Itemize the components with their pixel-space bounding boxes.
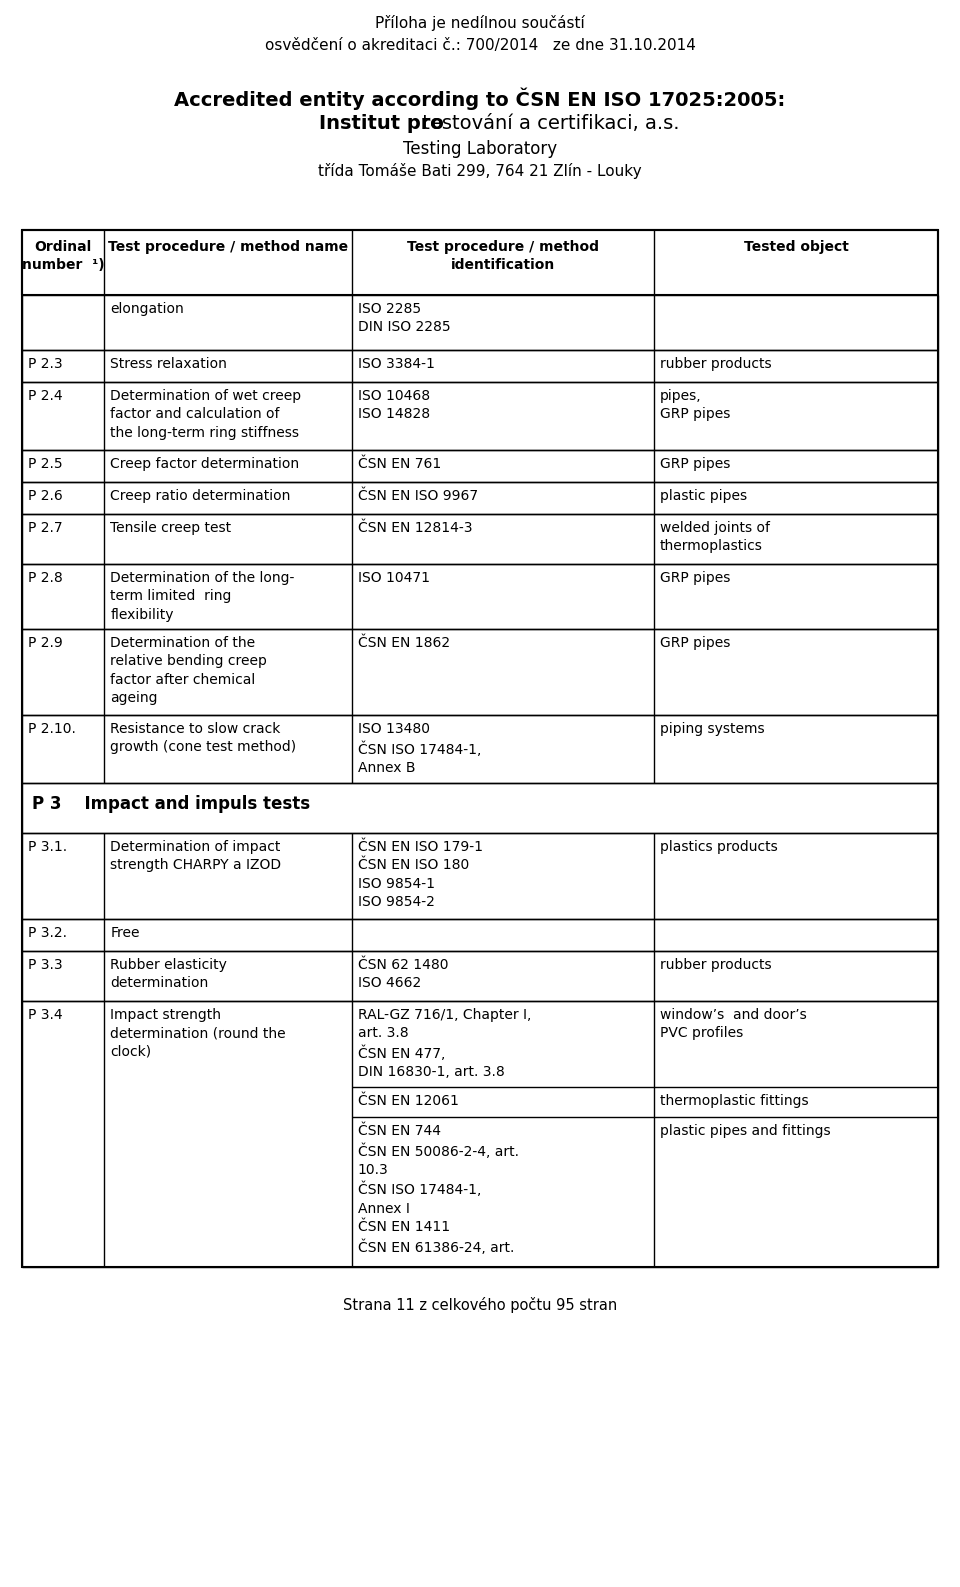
Text: ISO 3384-1: ISO 3384-1	[358, 357, 435, 371]
Text: ČSN EN ISO 179-1
ČSN EN ISO 180
ISO 9854-1
ISO 9854-2: ČSN EN ISO 179-1 ČSN EN ISO 180 ISO 9854…	[358, 840, 483, 909]
Text: window’s  and door’s
PVC profiles: window’s and door’s PVC profiles	[660, 1008, 806, 1041]
Text: Creep ratio determination: Creep ratio determination	[110, 489, 291, 503]
Text: Impact strength
determination (round the
clock): Impact strength determination (round the…	[110, 1008, 286, 1059]
Bar	[22, 230, 938, 1266]
Text: ČSN EN 12061: ČSN EN 12061	[358, 1093, 459, 1108]
Text: Rubber elasticity
determination: Rubber elasticity determination	[110, 959, 228, 990]
Text: Resistance to slow crack
growth (cone test method): Resistance to slow crack growth (cone te…	[110, 722, 297, 754]
Text: Test procedure / method
identification: Test procedure / method identification	[407, 240, 599, 273]
Text: rubber products: rubber products	[660, 959, 772, 971]
Text: plastics products: plastics products	[660, 840, 778, 854]
Text: Stress relaxation: Stress relaxation	[110, 357, 228, 371]
Text: GRP pipes: GRP pipes	[660, 571, 731, 586]
Text: ČSN EN 744
ČSN EN 50086-2-4, art.
10.3
ČSN ISO 17484-1,
Annex I
ČSN EN 1411
ČSN : ČSN EN 744 ČSN EN 50086-2-4, art. 10.3 Č…	[358, 1124, 518, 1255]
Text: plastic pipes: plastic pipes	[660, 489, 747, 503]
Text: P 2.10.: P 2.10.	[28, 722, 76, 736]
Text: elongation: elongation	[110, 302, 184, 316]
Text: P 2.6: P 2.6	[28, 489, 62, 503]
Text: P 3.2.: P 3.2.	[28, 925, 67, 940]
Text: P 3.3: P 3.3	[28, 959, 62, 971]
Text: ČSN EN 12814-3: ČSN EN 12814-3	[358, 521, 472, 535]
Text: P 2.3: P 2.3	[28, 357, 62, 371]
Text: rubber products: rubber products	[660, 357, 772, 371]
Text: třída Tomáše Bati 299, 764 21 Zlín - Louky: třída Tomáše Bati 299, 764 21 Zlín - Lou…	[318, 163, 642, 179]
Text: ČSN EN 761: ČSN EN 761	[358, 457, 441, 471]
Text: ISO 10468
ISO 14828: ISO 10468 ISO 14828	[358, 389, 430, 422]
Text: GRP pipes: GRP pipes	[660, 457, 731, 471]
Text: Free: Free	[110, 925, 140, 940]
Text: Determination of the
relative bending creep
factor after chemical
ageing: Determination of the relative bending cr…	[110, 636, 267, 705]
Text: P 2.7: P 2.7	[28, 521, 62, 535]
Text: Determination of wet creep
factor and calculation of
the long-term ring stiffnes: Determination of wet creep factor and ca…	[110, 389, 301, 440]
Text: Test procedure / method name: Test procedure / method name	[108, 240, 348, 254]
Text: ČSN EN ISO 9967: ČSN EN ISO 9967	[358, 489, 478, 503]
Text: Příloha je nedílnou součástí: Příloha je nedílnou součástí	[375, 14, 585, 32]
Text: Creep factor determination: Creep factor determination	[110, 457, 300, 471]
Text: pipes,
GRP pipes: pipes, GRP pipes	[660, 389, 731, 422]
Text: Testing Laboratory: Testing Laboratory	[403, 140, 557, 159]
Text: ISO 13480
ČSN ISO 17484-1,
Annex B: ISO 13480 ČSN ISO 17484-1, Annex B	[358, 722, 481, 774]
Text: ISO 2285
DIN ISO 2285: ISO 2285 DIN ISO 2285	[358, 302, 450, 335]
Text: piping systems: piping systems	[660, 722, 765, 736]
Text: Determination of impact
strength CHARPY a IZOD: Determination of impact strength CHARPY …	[110, 840, 281, 873]
Text: P 3    Impact and impuls tests: P 3 Impact and impuls tests	[32, 795, 310, 813]
Text: P 2.4: P 2.4	[28, 389, 62, 403]
Text: Tensile creep test: Tensile creep test	[110, 521, 231, 535]
Text: welded joints of
thermoplastics: welded joints of thermoplastics	[660, 521, 770, 554]
Text: ČSN EN 1862: ČSN EN 1862	[358, 636, 450, 651]
Text: ISO 10471: ISO 10471	[358, 571, 430, 586]
Text: P 3.1.: P 3.1.	[28, 840, 67, 854]
Text: ČSN 62 1480
ISO 4662: ČSN 62 1480 ISO 4662	[358, 959, 448, 990]
Text: Determination of the long-
term limited  ring
flexibility: Determination of the long- term limited …	[110, 571, 295, 622]
Text: Accredited entity according to ČSN EN ISO 17025:2005:: Accredited entity according to ČSN EN IS…	[175, 87, 785, 111]
Text: testování a certifikaci, a.s.: testování a certifikaci, a.s.	[416, 114, 680, 133]
Text: RAL-GZ 716/1, Chapter I,
art. 3.8
ČSN EN 477,
DIN 16830-1, art. 3.8: RAL-GZ 716/1, Chapter I, art. 3.8 ČSN EN…	[358, 1008, 531, 1079]
Text: P 2.9: P 2.9	[28, 636, 62, 651]
Text: Ordinal
number  ¹): Ordinal number ¹)	[22, 240, 105, 273]
Text: osvědčení o akreditaci č.: 700/2014   ze dne 31.10.2014: osvědčení o akreditaci č.: 700/2014 ze d…	[265, 38, 695, 52]
Text: thermoplastic fittings: thermoplastic fittings	[660, 1093, 808, 1108]
Text: P 2.5: P 2.5	[28, 457, 62, 471]
Text: GRP pipes: GRP pipes	[660, 636, 731, 651]
Text: Tested object: Tested object	[744, 240, 849, 254]
Text: P 2.8: P 2.8	[28, 571, 62, 586]
Text: Institut pro: Institut pro	[319, 114, 444, 133]
Text: Strana 11 z celkového počtu 95 stran: Strana 11 z celkového počtu 95 stran	[343, 1297, 617, 1312]
Text: plastic pipes and fittings: plastic pipes and fittings	[660, 1124, 830, 1138]
Text: P 3.4: P 3.4	[28, 1008, 62, 1022]
